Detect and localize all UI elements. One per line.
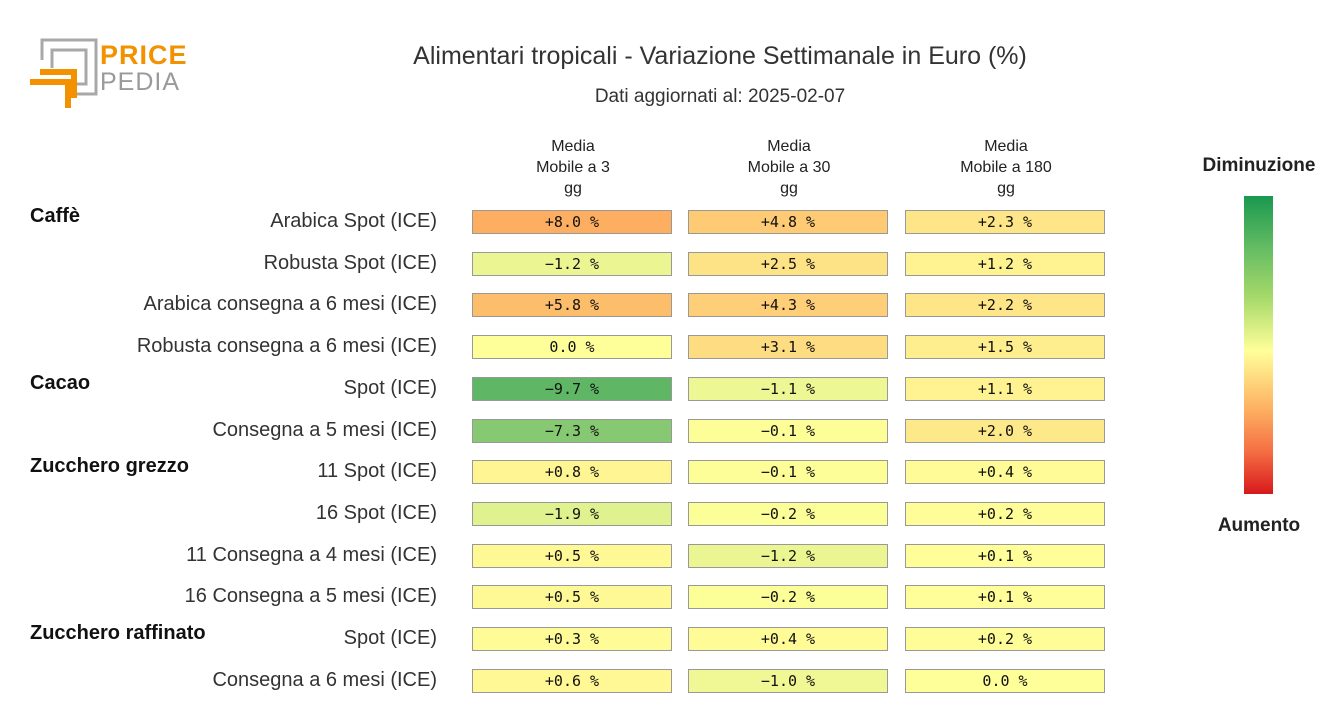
column-header: Media Mobile a 180 gg — [905, 136, 1107, 199]
value-cell: +0.2 % — [905, 501, 1105, 526]
legend-bottom-label: Aumento — [1217, 515, 1301, 536]
value-cell: +3.1 % — [688, 335, 888, 360]
value-cell: +0.5 % — [472, 585, 672, 610]
group-label: Zucchero raffinato — [30, 622, 206, 644]
column-header-line: gg — [997, 180, 1015, 197]
logo-text-pedia: PEDIA — [100, 68, 181, 96]
value-cell: 0.0 % — [472, 335, 672, 360]
column-header-line: Mobile a 30 — [747, 159, 831, 176]
row-label: Robusta consegna a 6 mesi (ICE) — [136, 335, 437, 358]
value-cell: +0.8 % — [472, 460, 672, 485]
logo-mark-icon — [30, 38, 98, 108]
column-header-line: Mobile a 3 — [536, 159, 610, 176]
value-cell: +0.3 % — [472, 627, 672, 651]
column-header: Media Mobile a 3 gg — [472, 136, 674, 199]
column-header-line: gg — [780, 180, 798, 197]
column-header-line: Media — [984, 138, 1028, 155]
value-cell: +1.5 % — [905, 335, 1105, 360]
value-cell: +0.2 % — [905, 627, 1105, 651]
column-header-line: Media — [767, 138, 811, 155]
row-label: Robusta Spot (ICE) — [263, 251, 437, 274]
column-header: Media Mobile a 30 gg — [688, 136, 890, 199]
row-label: 16 Consegna a 5 mesi (ICE) — [184, 585, 437, 608]
value-cell: +2.5 % — [688, 251, 888, 276]
legend-colorbar — [1244, 196, 1273, 494]
value-cell: +5.8 % — [472, 293, 672, 318]
value-cell: −1.1 % — [688, 376, 888, 401]
row-label: Consegna a 5 mesi (ICE) — [212, 418, 437, 441]
pricepedia-logo: PRICE PEDIA — [30, 38, 190, 110]
value-cell: −1.9 % — [472, 501, 672, 526]
value-cell: +1.1 % — [905, 376, 1105, 401]
row-label: 16 Spot (ICE) — [315, 501, 437, 524]
row-label: Spot (ICE) — [343, 627, 437, 649]
value-cell: +0.1 % — [905, 543, 1105, 568]
row-label: Spot (ICE) — [343, 376, 437, 399]
value-cell: +0.4 % — [688, 627, 888, 651]
value-cell: −0.2 % — [688, 501, 888, 526]
value-cell: −1.2 % — [472, 251, 672, 276]
chart-title: Alimentari tropicali - Variazione Settim… — [413, 42, 1027, 70]
value-cell: −9.7 % — [472, 376, 672, 401]
value-cell: −7.3 % — [472, 418, 672, 443]
value-cell: −1.0 % — [688, 668, 888, 693]
value-cell: +0.6 % — [472, 668, 672, 693]
row-label: Arabica consegna a 6 mesi (ICE) — [143, 293, 437, 316]
value-cell: +4.8 % — [688, 210, 888, 234]
row-label: 11 Spot (ICE) — [317, 460, 437, 483]
value-cell: 0.0 % — [905, 668, 1105, 693]
column-header-line: Mobile a 180 — [960, 159, 1052, 176]
chart-subtitle: Dati aggiornati al: 2025-02-07 — [594, 86, 846, 107]
legend-top-label: Diminuzione — [1202, 155, 1316, 176]
value-cell: −0.1 % — [688, 418, 888, 443]
value-cell: +2.3 % — [905, 210, 1105, 234]
value-cell: −0.1 % — [688, 460, 888, 485]
value-cell: +8.0 % — [472, 210, 672, 234]
logo-text-price: PRICE — [100, 40, 188, 70]
column-header-line: Media — [551, 138, 595, 155]
value-cell: +0.5 % — [472, 543, 672, 568]
group-label: Caffè — [30, 205, 81, 227]
group-label: Zucchero grezzo — [30, 455, 189, 478]
row-label: 11 Consegna a 4 mesi (ICE) — [186, 543, 437, 566]
row-label: Consegna a 6 mesi (ICE) — [212, 668, 437, 691]
value-cell: −0.2 % — [688, 585, 888, 610]
value-cell: +0.4 % — [905, 460, 1105, 485]
value-cell: +1.2 % — [905, 251, 1105, 276]
group-label: Cacao — [30, 371, 91, 394]
value-cell: +2.0 % — [905, 418, 1105, 443]
column-header-line: gg — [564, 180, 582, 197]
value-cell: −1.2 % — [688, 543, 888, 568]
value-cell: +4.3 % — [688, 293, 888, 318]
value-cell: +0.1 % — [905, 585, 1105, 610]
row-label: Arabica Spot (ICE) — [270, 210, 437, 232]
value-cell: +2.2 % — [905, 293, 1105, 318]
